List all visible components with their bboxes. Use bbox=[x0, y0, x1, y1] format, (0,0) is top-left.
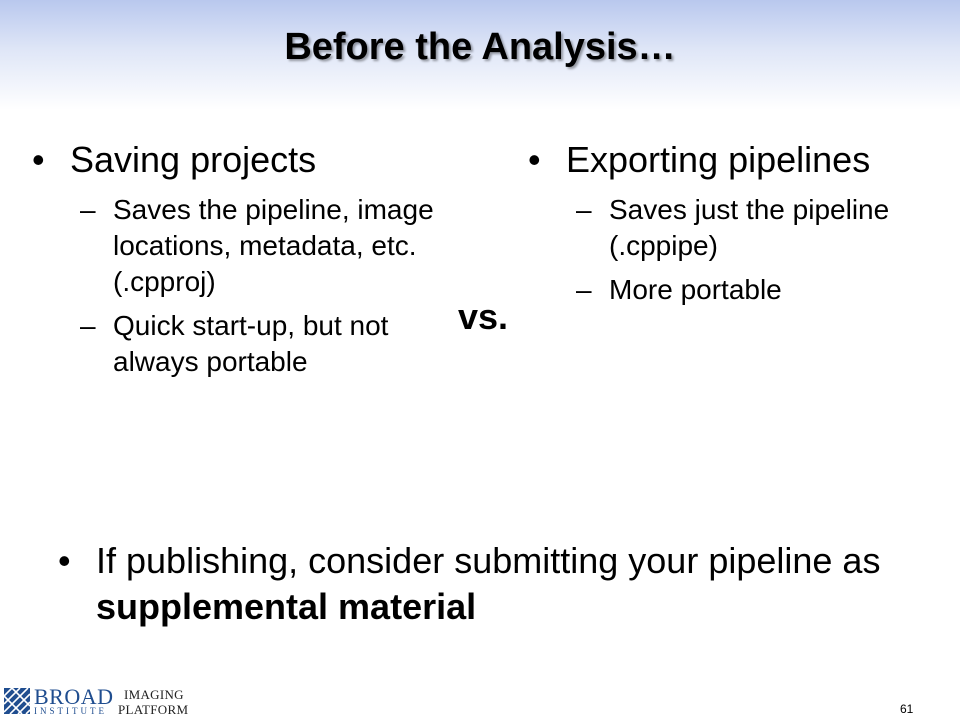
right-column: • Exporting pipelines – Saves just the p… bbox=[528, 136, 948, 308]
right-sub-point-text: Saves just the pipeline (.cppipe) bbox=[609, 194, 890, 261]
logo-platform-text: PLATFORM bbox=[118, 702, 189, 717]
left-heading: Saving projects bbox=[70, 139, 317, 180]
logo-institute-text: INSTITUTE bbox=[34, 706, 107, 716]
bullet-icon: • bbox=[58, 540, 71, 581]
right-sub-point-text: More portable bbox=[609, 274, 782, 305]
right-heading: Exporting pipelines bbox=[566, 139, 871, 180]
dash-icon: – bbox=[576, 194, 592, 225]
page-number: 61 bbox=[900, 702, 914, 716]
bottom-bullet: • If publishing, consider submitting you… bbox=[58, 538, 918, 630]
bottom-bullet-emphasis: supplemental material bbox=[96, 586, 477, 627]
left-sub-point-text: Quick start-up, but not always portable bbox=[113, 310, 389, 377]
right-sub-point: – Saves just the pipeline (.cppipe) bbox=[528, 192, 948, 264]
bullet-icon: • bbox=[528, 139, 541, 180]
slide-title: Before the Analysis… bbox=[284, 26, 676, 68]
dash-icon: – bbox=[80, 194, 96, 225]
left-sub-point: – Saves the pipeline, image locations, m… bbox=[32, 192, 472, 300]
dash-icon: – bbox=[576, 274, 592, 305]
left-column: • Saving projects – Saves the pipeline, … bbox=[32, 136, 472, 380]
dash-icon: – bbox=[80, 310, 96, 341]
right-heading-bullet: • Exporting pipelines bbox=[528, 136, 948, 184]
title-band bbox=[0, 0, 960, 110]
broad-grid-logo-icon bbox=[4, 688, 30, 714]
bullet-icon: • bbox=[32, 139, 45, 180]
bottom-bullet-text: If publishing, consider submitting your … bbox=[96, 540, 881, 581]
logo-imaging-text: IMAGING bbox=[124, 687, 184, 702]
left-sub-point-text: Saves the pipeline, image locations, met… bbox=[113, 194, 434, 297]
right-sub-point: – More portable bbox=[528, 272, 948, 308]
logo-broad-text: BROAD bbox=[34, 684, 114, 709]
left-heading-bullet: • Saving projects bbox=[32, 136, 472, 184]
vs-label: vs. bbox=[458, 296, 509, 337]
broad-imaging-platform-logo: BROAD INSTITUTE IMAGING PLATFORM bbox=[4, 686, 204, 718]
left-sub-point: – Quick start-up, but not always portabl… bbox=[32, 308, 472, 380]
